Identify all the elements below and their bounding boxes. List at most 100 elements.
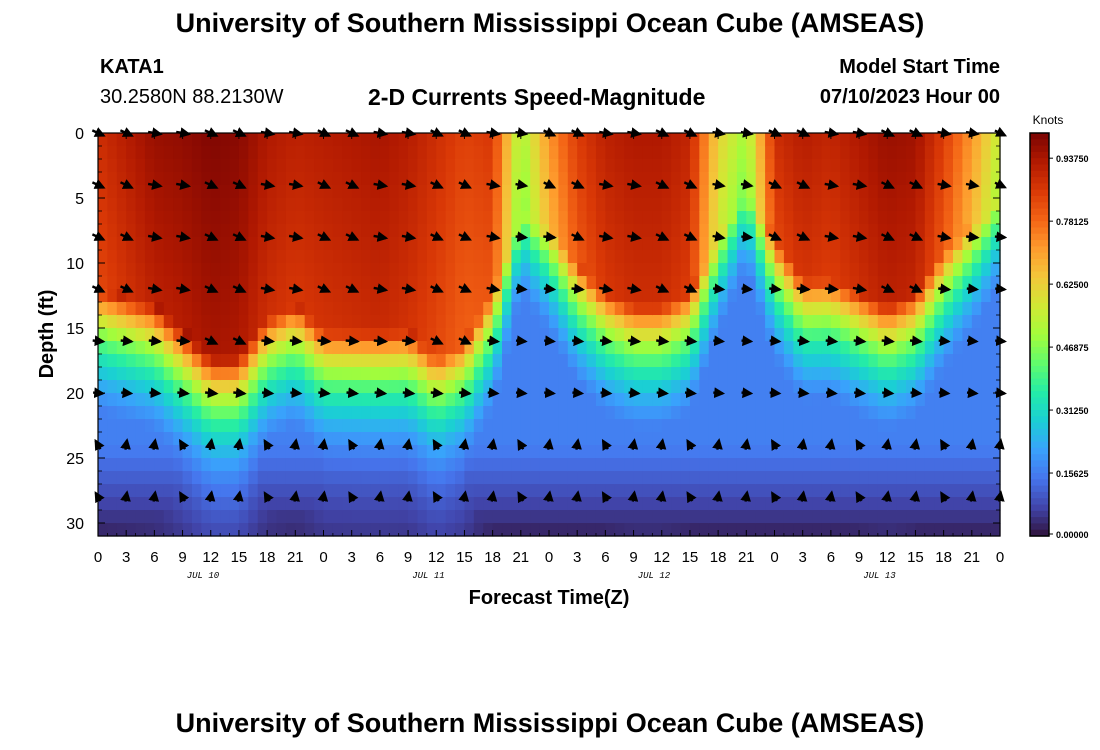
heatmap-cell bbox=[840, 172, 851, 186]
heatmap-cell bbox=[201, 419, 212, 433]
heatmap-cell bbox=[802, 380, 813, 394]
heatmap-cell bbox=[351, 341, 362, 355]
heatmap-cell bbox=[426, 224, 437, 238]
heatmap-cell bbox=[267, 510, 278, 524]
current-arrow bbox=[627, 231, 642, 242]
heatmap-cell bbox=[868, 172, 879, 186]
heatmap-cell bbox=[107, 523, 118, 537]
heatmap-cell bbox=[877, 471, 888, 485]
current-arrow bbox=[852, 231, 868, 242]
heatmap-cell bbox=[210, 263, 221, 277]
current-arrow bbox=[824, 231, 840, 242]
heatmap-cell bbox=[98, 328, 108, 342]
heatmap-cell bbox=[182, 237, 193, 251]
heatmap-cell bbox=[154, 380, 165, 394]
heatmap-cell bbox=[455, 276, 466, 290]
heatmap-cell bbox=[98, 445, 108, 459]
heatmap-cell bbox=[859, 393, 870, 407]
heatmap-cell bbox=[727, 367, 738, 381]
heatmap-cell bbox=[586, 302, 597, 316]
heatmap-cell bbox=[182, 380, 193, 394]
heatmap-cell bbox=[849, 419, 860, 433]
heatmap-cell bbox=[361, 510, 372, 524]
heatmap-cell bbox=[361, 380, 372, 394]
heatmap-cell bbox=[971, 172, 982, 186]
heatmap-cell bbox=[163, 445, 174, 459]
current-arrow bbox=[317, 335, 332, 347]
heatmap-cell bbox=[887, 419, 898, 433]
current-arrow bbox=[796, 438, 808, 450]
heatmap-cell bbox=[342, 445, 353, 459]
heatmap-cell bbox=[633, 211, 644, 225]
current-arrow bbox=[374, 387, 388, 399]
heatmap-cell bbox=[276, 380, 287, 394]
current-arrow bbox=[825, 387, 838, 399]
heatmap-cell bbox=[642, 510, 653, 524]
heatmap-cell bbox=[943, 263, 954, 277]
heatmap-cell bbox=[802, 419, 813, 433]
heatmap-cell bbox=[182, 315, 193, 329]
heatmap-cell bbox=[483, 406, 494, 420]
heatmap-cell bbox=[990, 328, 1001, 342]
heatmap-cell bbox=[671, 341, 682, 355]
heatmap-cell bbox=[924, 263, 935, 277]
heatmap-cell bbox=[774, 146, 785, 160]
heatmap-cell bbox=[520, 172, 531, 186]
heatmap-cell bbox=[455, 445, 466, 459]
heatmap-cell bbox=[351, 224, 362, 238]
heatmap-cell bbox=[314, 315, 325, 329]
heatmap-cell bbox=[464, 315, 475, 329]
heatmap-cell bbox=[220, 367, 231, 381]
heatmap-cell bbox=[849, 159, 860, 173]
heatmap-cell bbox=[473, 185, 484, 199]
heatmap-cell bbox=[633, 419, 644, 433]
heatmap-cell bbox=[436, 328, 447, 342]
heatmap-cell bbox=[464, 133, 475, 147]
heatmap-cell bbox=[821, 289, 832, 303]
heatmap-cell bbox=[492, 393, 503, 407]
heatmap-cell bbox=[934, 159, 945, 173]
heatmap-cell bbox=[605, 406, 616, 420]
heatmap-cell bbox=[220, 315, 231, 329]
heatmap-cell bbox=[595, 237, 606, 251]
heatmap-cell bbox=[135, 393, 146, 407]
heatmap-cell bbox=[887, 315, 898, 329]
heatmap-cell bbox=[304, 250, 315, 264]
heatmap-cell bbox=[953, 289, 964, 303]
heatmap-cell bbox=[389, 328, 400, 342]
heatmap-cell bbox=[163, 458, 174, 472]
heatmap-cell bbox=[849, 185, 860, 199]
heatmap-cell bbox=[840, 159, 851, 173]
heatmap-cell bbox=[530, 432, 541, 446]
heatmap-cell bbox=[671, 237, 682, 251]
heatmap-cell bbox=[736, 380, 747, 394]
heatmap-cell bbox=[624, 250, 635, 264]
current-arrow bbox=[177, 387, 190, 399]
heatmap-cell bbox=[530, 302, 541, 316]
heatmap-cell bbox=[98, 146, 108, 160]
heatmap-cell bbox=[408, 133, 419, 147]
heatmap-cell bbox=[314, 133, 325, 147]
heatmap-cell bbox=[473, 159, 484, 173]
x-tick-label: 21 bbox=[512, 549, 529, 566]
heatmap-cell bbox=[154, 237, 165, 251]
heatmap-cell bbox=[220, 198, 231, 212]
current-arrow bbox=[628, 387, 641, 399]
current-arrow bbox=[148, 438, 159, 450]
heatmap-cell bbox=[323, 289, 334, 303]
heatmap-cell bbox=[492, 211, 503, 225]
current-arrow bbox=[937, 231, 952, 242]
heatmap-cell bbox=[332, 159, 343, 173]
heatmap-cell bbox=[483, 367, 494, 381]
heatmap-cell bbox=[539, 276, 550, 290]
heatmap-cell bbox=[699, 419, 710, 433]
heatmap-cell bbox=[896, 276, 907, 290]
heatmap-cell bbox=[896, 354, 907, 368]
heatmap-cell bbox=[332, 354, 343, 368]
heatmap-cell bbox=[915, 367, 926, 381]
heatmap-cell bbox=[126, 432, 137, 446]
heatmap-cell bbox=[783, 172, 794, 186]
heatmap-cell bbox=[210, 133, 221, 147]
heatmap-cell bbox=[379, 198, 390, 212]
